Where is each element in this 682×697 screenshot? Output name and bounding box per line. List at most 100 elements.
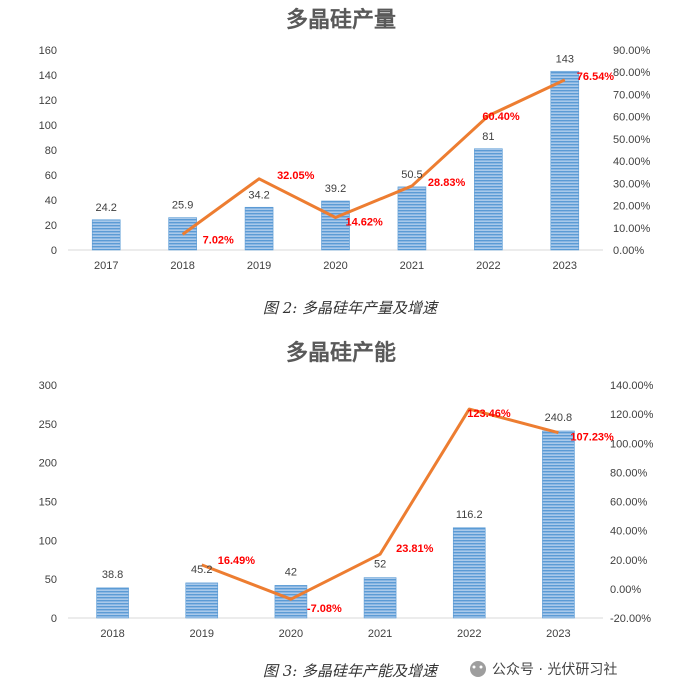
wechat-icon <box>470 661 486 677</box>
chart-2-title: 多晶硅产能 <box>286 340 396 366</box>
category-label: 2019 <box>247 260 271 272</box>
chart-2-data-labels: 38.8 45.2 42 52 116.2 240.8 16.49% -7.08% 23.81%… <box>102 408 614 615</box>
bar-value-label: 39.2 <box>325 183 346 195</box>
growth-rate-label: 107.23% <box>570 432 614 444</box>
bar <box>321 200 350 251</box>
bar-value-label: 34.2 <box>248 189 269 201</box>
bar <box>542 430 575 619</box>
category-label: 2018 <box>100 628 124 640</box>
growth-rate-label: 32.05% <box>277 170 315 182</box>
right-axis-tick-label: -20.00% <box>610 613 651 625</box>
right-axis-tick-label: 40.00% <box>610 526 648 538</box>
chart-1-left-axis: 0 20 40 60 80 100 120 140 160 <box>39 45 57 257</box>
growth-rate-label: 123.46% <box>467 408 511 420</box>
chart-2-bars <box>96 430 575 619</box>
bar-value-label: 116.2 <box>456 509 483 521</box>
growth-rate-label: 7.02% <box>203 234 234 246</box>
category-label: 2017 <box>94 260 118 272</box>
category-label: 2020 <box>279 628 303 640</box>
bar-value-label: 42 <box>285 566 297 578</box>
bar-value-label: 52 <box>374 559 386 571</box>
chart-1-bars <box>91 70 580 251</box>
chart-2-right-axis: -20.00% 0.00% 20.00% 40.00% 60.00% 80.00% 100.… <box>610 380 654 625</box>
watermark: 公众号 · 光伏研习社 <box>470 661 617 678</box>
growth-rate-label: 76.54% <box>577 71 615 83</box>
chart-1-caption: 图 2: 多晶硅年产量及增速 <box>263 299 439 317</box>
left-axis-tick-label: 80 <box>45 145 57 157</box>
category-label: 2022 <box>476 260 500 272</box>
bar <box>91 219 121 251</box>
right-axis-tick-label: 90.00% <box>613 45 651 57</box>
right-axis-tick-label: 70.00% <box>613 89 651 101</box>
left-axis-tick-label: 160 <box>39 45 57 57</box>
right-axis-tick-label: 10.00% <box>613 223 651 235</box>
left-axis-tick-label: 150 <box>39 497 57 509</box>
category-label: 2021 <box>368 628 392 640</box>
left-axis-tick-label: 0 <box>51 245 57 257</box>
growth-rate-label: 60.40% <box>482 111 520 123</box>
right-axis-tick-label: 100.00% <box>610 438 654 450</box>
bar <box>274 585 308 619</box>
growth-line <box>201 407 559 601</box>
left-axis-tick-label: 0 <box>51 613 57 625</box>
right-axis-tick-label: 120.00% <box>610 409 654 421</box>
left-axis-tick-label: 50 <box>45 574 57 586</box>
growth-rate-label: 28.83% <box>428 177 466 189</box>
chart-1-title: 多晶硅产量 <box>286 7 396 33</box>
growth-rate-label: -7.08% <box>307 603 342 615</box>
left-axis-tick-label: 120 <box>39 95 57 107</box>
right-axis-tick-label: 30.00% <box>613 178 651 190</box>
category-label: 2023 <box>553 260 577 272</box>
bar-value-label: 24.2 <box>96 202 117 214</box>
bar <box>452 527 486 619</box>
bar-value-label: 25.9 <box>172 200 193 212</box>
chart-2-growth-line <box>201 407 559 601</box>
growth-rate-label: 16.49% <box>218 555 256 567</box>
chart-1-right-axis: 0.00% 10.00% 20.00% 30.00% 40.00% 50.00% 60.00… <box>613 45 651 257</box>
left-axis-tick-label: 250 <box>39 419 57 431</box>
bar <box>185 582 219 619</box>
category-label: 2020 <box>323 260 347 272</box>
bar <box>96 587 129 619</box>
category-label: 2019 <box>190 628 214 640</box>
left-axis-tick-label: 40 <box>45 195 57 207</box>
growth-line <box>181 78 566 236</box>
bar <box>363 577 397 619</box>
bar <box>474 148 503 251</box>
category-label: 2018 <box>170 260 194 272</box>
bar-value-label: 143 <box>556 53 574 65</box>
chart-2: 多晶硅产能 0 50 100 150 200 250 300 -20.00% 0.00% 20.… <box>39 340 654 680</box>
chart-2-left-axis: 0 50 100 150 200 250 300 <box>39 380 57 625</box>
bar-value-label: 38.8 <box>102 569 123 581</box>
right-axis-tick-label: 60.00% <box>610 497 648 509</box>
growth-rate-label: 23.81% <box>396 543 434 555</box>
left-axis-tick-label: 300 <box>39 380 57 392</box>
chart-2-caption: 图 3: 多晶硅年产能及增速 <box>263 662 439 680</box>
right-axis-tick-label: 20.00% <box>610 555 648 567</box>
left-axis-tick-label: 100 <box>39 535 57 547</box>
growth-rate-label: 14.62% <box>346 217 384 229</box>
right-axis-tick-label: 140.00% <box>610 380 654 392</box>
right-axis-tick-label: 60.00% <box>613 112 651 124</box>
bar <box>244 206 274 251</box>
left-axis-tick-label: 140 <box>39 70 57 82</box>
bar-value-label: 45.2 <box>191 564 212 576</box>
watermark-text: 公众号 · 光伏研习社 <box>492 662 617 678</box>
left-axis-tick-label: 200 <box>39 458 57 470</box>
category-label: 2022 <box>457 628 481 640</box>
right-axis-tick-label: 0.00% <box>613 245 644 257</box>
category-label: 2021 <box>400 260 424 272</box>
right-axis-tick-label: 50.00% <box>613 134 651 146</box>
chart-1-data-labels: 24.2 25.9 34.2 39.2 50.5 81 143 7.02% 32.05% 14.6… <box>96 53 615 246</box>
chart-1-growth-line <box>181 78 566 236</box>
bar-value-label: 50.5 <box>401 169 422 181</box>
left-axis-tick-label: 20 <box>45 220 57 232</box>
right-axis-tick-label: 80.00% <box>613 67 651 79</box>
chart-1-category-labels: 2017 2018 2019 2020 2021 2022 2023 <box>94 260 577 272</box>
left-axis-tick-label: 60 <box>45 170 57 182</box>
right-axis-tick-label: 40.00% <box>613 156 651 168</box>
right-axis-tick-label: 0.00% <box>610 584 641 596</box>
bar-value-label: 240.8 <box>545 412 573 424</box>
